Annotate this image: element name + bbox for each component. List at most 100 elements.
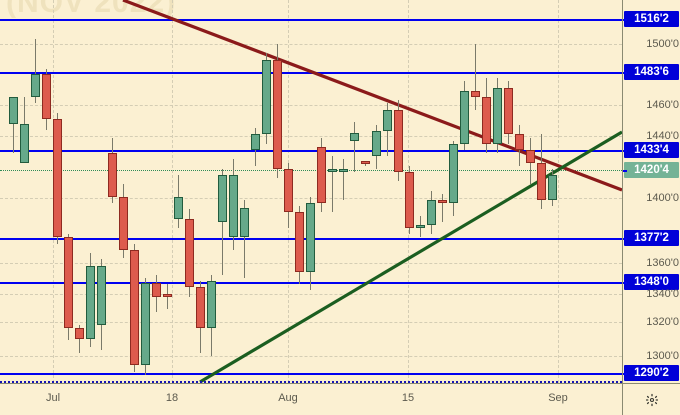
price-level-badge[interactable]: 1516'2 (624, 11, 679, 27)
candle-wick (343, 159, 344, 200)
price-axis-tick-label: 1440'0 (646, 130, 679, 142)
candle-body[interactable] (350, 132, 359, 141)
candle-body[interactable] (86, 265, 95, 339)
candle-body[interactable] (31, 73, 40, 98)
price-chart-plot[interactable]: (NOV 2022) (0, 0, 622, 383)
horizontal-gridline (0, 198, 622, 199)
candle-body[interactable] (218, 175, 227, 222)
downtrend-line[interactable] (122, 0, 622, 192)
price-level-badge[interactable]: 1483'6 (624, 64, 679, 80)
price-level-badge[interactable]: 1290'2 (624, 365, 679, 381)
candle-body[interactable] (317, 146, 326, 204)
candle-wick (332, 156, 333, 213)
price-level-badge[interactable]: 1377'2 (624, 230, 679, 246)
candle-body[interactable] (460, 90, 469, 144)
horizontal-gridline (0, 322, 622, 323)
price-level-line[interactable] (0, 19, 622, 21)
candle-body[interactable] (449, 143, 458, 204)
price-level-tick (623, 150, 627, 152)
candle-body[interactable] (548, 175, 557, 200)
vertical-gridline (172, 0, 173, 383)
candle-body[interactable] (185, 218, 194, 288)
price-level-line[interactable] (0, 282, 622, 284)
candle-body[interactable] (405, 171, 414, 229)
candle-body[interactable] (471, 90, 480, 98)
candle-body[interactable] (295, 212, 304, 272)
candle-body[interactable] (515, 134, 524, 151)
price-level-tick (623, 282, 627, 284)
candle-wick (222, 168, 223, 275)
price-level-badge[interactable]: 1348'0 (624, 274, 679, 290)
candle-body[interactable] (526, 150, 535, 163)
price-level-line[interactable] (0, 373, 622, 375)
candle-body[interactable] (262, 59, 271, 135)
candle-body[interactable] (163, 293, 172, 297)
candle-wick (79, 324, 80, 353)
candle-body[interactable] (42, 73, 51, 119)
candle-body[interactable] (119, 196, 128, 250)
candle-body[interactable] (229, 175, 238, 238)
candle-body[interactable] (141, 282, 150, 366)
candle-body[interactable] (372, 131, 381, 157)
candle-body[interactable] (9, 97, 18, 124)
price-level-line[interactable] (0, 150, 622, 152)
candle-wick (244, 200, 245, 278)
candle-wick (167, 284, 168, 310)
candle-body[interactable] (328, 168, 337, 172)
candle-body[interactable] (504, 87, 513, 135)
candle-body[interactable] (75, 327, 84, 339)
price-level-tick (623, 19, 627, 21)
candle-body[interactable] (361, 161, 370, 165)
candle-wick (35, 39, 36, 104)
horizontal-gridline (0, 356, 622, 357)
uptrend-line[interactable] (199, 130, 622, 383)
time-axis[interactable]: Jul 18 Aug 15 Sep (0, 383, 680, 415)
candle-body[interactable] (306, 203, 315, 272)
candle-wick (13, 97, 14, 154)
candle-body[interactable] (416, 224, 425, 229)
price-axis-tick-label: 1460'0 (646, 99, 679, 111)
candle-wick (442, 193, 443, 222)
price-axis-tick-label: 1320'0 (646, 316, 679, 328)
candle-body[interactable] (251, 134, 260, 151)
price-level-tick (623, 170, 627, 172)
current-price-line (0, 170, 622, 171)
horizontal-gridline (0, 136, 622, 137)
candle-body[interactable] (273, 59, 282, 169)
candle-body[interactable] (284, 168, 293, 213)
candle-body[interactable] (427, 200, 436, 225)
candle-body[interactable] (152, 282, 161, 297)
price-axis[interactable]: 1516'2 1500'0 1483'6 1460'0 1440'0 1433'4 1420… (622, 0, 680, 383)
candle-body[interactable] (493, 87, 502, 144)
candle-body[interactable] (482, 97, 491, 144)
candle-body[interactable] (64, 237, 73, 328)
gear-icon[interactable] (645, 393, 659, 407)
candle-wick (354, 122, 355, 172)
candle-body[interactable] (196, 287, 205, 328)
price-level-tick (623, 238, 627, 240)
candle-body[interactable] (53, 118, 62, 238)
axis-settings-corner[interactable] (622, 383, 680, 415)
time-axis-label: Aug (278, 392, 298, 404)
candle-body[interactable] (174, 196, 183, 219)
time-axis-label: Sep (548, 392, 568, 404)
vertical-gridline (558, 0, 559, 383)
trendlines[interactable] (0, 0, 622, 383)
candle-body[interactable] (394, 109, 403, 172)
candle-body[interactable] (130, 249, 139, 366)
candle-body[interactable] (383, 109, 392, 132)
candle-body[interactable] (339, 168, 348, 172)
price-level-badge[interactable]: 1433'4 (624, 142, 679, 158)
candle-body[interactable] (97, 265, 106, 325)
horizontal-gridline (0, 105, 622, 106)
candle-wick (475, 44, 476, 110)
price-axis-tick-label: 1400'0 (646, 192, 679, 204)
candle-body[interactable] (438, 200, 447, 204)
bottom-dotted-level (0, 381, 622, 383)
candle-body[interactable] (207, 281, 216, 328)
current-price-badge[interactable]: 1420'4 (624, 162, 679, 178)
candle-body[interactable] (240, 207, 249, 238)
candle-body[interactable] (20, 123, 29, 163)
candle-body[interactable] (537, 162, 546, 200)
candle-body[interactable] (108, 153, 117, 197)
